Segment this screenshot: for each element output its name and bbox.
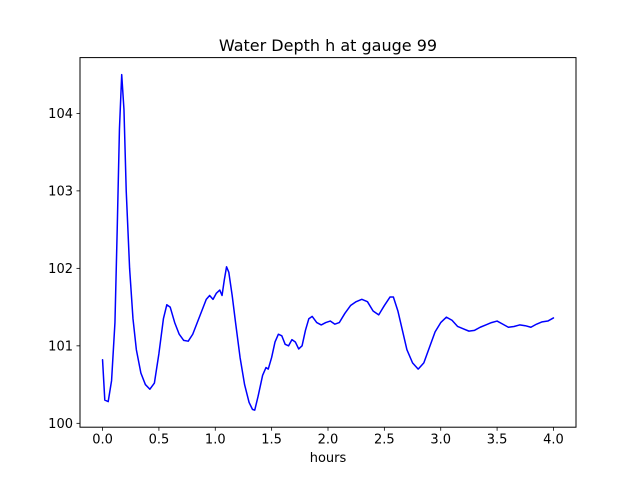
y-tick-label: 101: [48, 339, 73, 354]
x-tick-label: 4.0: [543, 433, 564, 448]
x-tick-label: 2.5: [374, 433, 395, 448]
x-tick-label: 3.0: [430, 433, 451, 448]
x-tick-label: 1.5: [261, 433, 282, 448]
plot-frame: [79, 57, 577, 428]
x-tick-label: 3.5: [487, 433, 508, 448]
y-tick-label: 103: [48, 184, 73, 199]
x-axis-label: hours: [309, 451, 347, 466]
y-tick-label: 104: [48, 107, 73, 122]
x-tick-label: 0.0: [92, 433, 113, 448]
x-tick-label: 1.0: [205, 433, 226, 448]
data-line: [101, 73, 555, 411]
x-tick-label: 0.5: [149, 433, 170, 448]
y-tick-label: 102: [48, 262, 73, 277]
chart-title: Water Depth h at gauge 99: [218, 36, 438, 55]
x-tick-label: 2.0: [318, 433, 339, 448]
y-tick-label: 100: [48, 417, 73, 432]
